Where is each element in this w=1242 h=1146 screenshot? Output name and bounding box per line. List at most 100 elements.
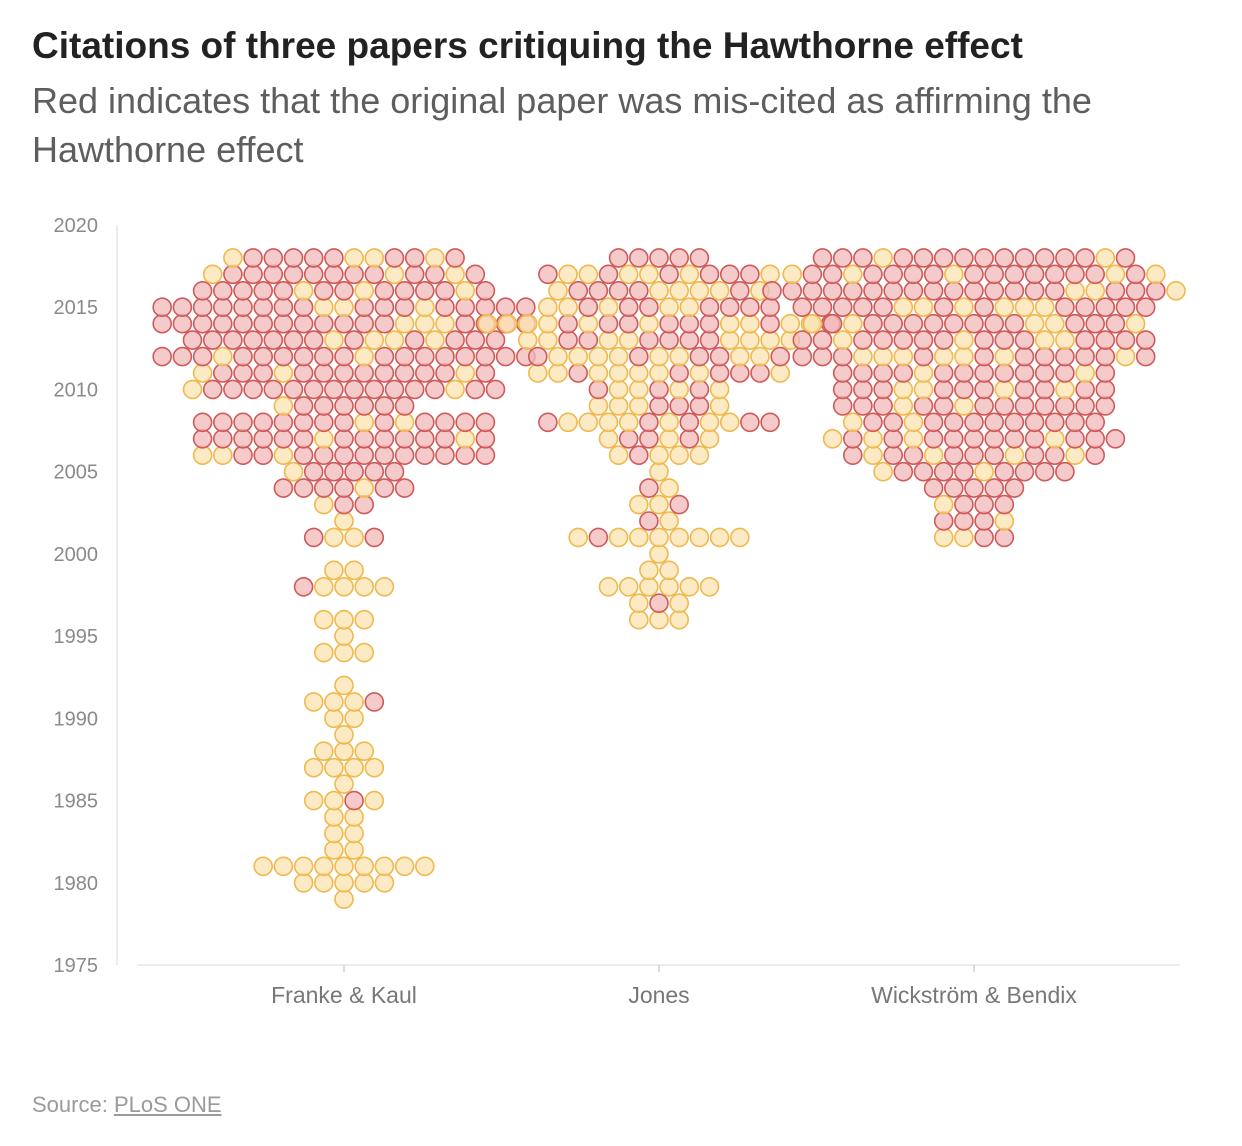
citation-dot: [863, 429, 883, 449]
citation-dot-miscited: [750, 363, 770, 383]
citation-dot: [538, 330, 558, 350]
citation-dot: [1045, 313, 1065, 334]
citation-dot-miscited: [313, 281, 334, 301]
citation-dot-miscited: [485, 379, 506, 400]
citation-dot: [943, 264, 964, 285]
citation-dot-miscited: [659, 330, 679, 350]
citation-dot-miscited: [883, 412, 904, 433]
citation-dot-miscited: [883, 281, 904, 301]
citation-dot-miscited: [152, 313, 172, 334]
citation-dot-miscited: [1014, 461, 1035, 482]
citation-dot-miscited: [984, 313, 1005, 334]
citation-dot-miscited: [923, 313, 944, 334]
citation-dot-miscited: [893, 461, 914, 482]
citation-dot: [1125, 313, 1146, 334]
citation-dot: [384, 330, 405, 350]
citation-dot-miscited: [1125, 264, 1146, 285]
citation-dot-miscited: [1075, 396, 1095, 416]
citation-dot-miscited: [1075, 297, 1095, 317]
citation-dot-miscited: [192, 297, 213, 317]
citation-dot: [709, 527, 730, 548]
source-link[interactable]: PLoS ONE: [113, 1092, 222, 1117]
citation-dot: [344, 823, 364, 844]
citation-dot-miscited: [293, 429, 314, 449]
citation-dot-miscited: [1095, 396, 1116, 416]
citation-dot-miscited: [455, 445, 476, 465]
citation-dot: [324, 757, 344, 778]
citation-dot-miscited: [313, 445, 334, 465]
citation-dot-miscited: [770, 346, 791, 367]
citation-dot: [354, 281, 375, 301]
citation-dot-miscited: [374, 281, 395, 301]
citation-dot-miscited: [618, 297, 639, 317]
citation-dot-miscited: [1135, 330, 1156, 350]
citation-dot: [578, 264, 599, 285]
citation-dot-miscited: [414, 429, 435, 449]
citation-dot-miscited: [394, 478, 415, 498]
citation-dot-miscited: [943, 429, 964, 449]
citation-dot-miscited: [913, 461, 934, 482]
citation-dot: [669, 281, 690, 301]
citation-dot: [324, 807, 344, 827]
citation-dot-miscited: [1034, 396, 1055, 416]
citation-dot-miscited: [303, 248, 324, 268]
citation-dot-miscited: [588, 379, 609, 400]
citation-dot-miscited: [913, 346, 934, 367]
citation-dot-miscited: [1055, 363, 1075, 383]
citation-dot-miscited: [659, 264, 679, 285]
citation-dot-miscited: [475, 445, 496, 465]
citation-dot-miscited: [475, 281, 496, 301]
citation-dot-miscited: [1034, 461, 1055, 482]
citation-dot-miscited: [465, 330, 486, 350]
citation-dot-miscited: [192, 412, 213, 433]
citation-dot-miscited: [558, 330, 578, 350]
citation-dot: [679, 264, 700, 285]
citation-dot-miscited: [649, 379, 669, 400]
citation-dot-miscited: [984, 445, 1005, 465]
citation-dot-miscited: [334, 494, 354, 515]
citation-dot: [313, 297, 334, 317]
citation-dot-miscited: [913, 248, 934, 268]
citation-dot: [1085, 281, 1105, 301]
citation-dot: [1115, 346, 1136, 367]
citation-dot: [213, 346, 233, 367]
citation-dot-miscited: [679, 412, 700, 433]
citation-dot-miscited: [303, 330, 324, 350]
citation-dot-miscited: [334, 478, 354, 498]
citation-dot: [253, 856, 274, 877]
citation-dot-miscited: [192, 429, 213, 449]
citation-dot-miscited: [719, 297, 740, 317]
citation-dot-miscited: [740, 412, 760, 433]
citation-dot: [994, 297, 1015, 317]
citation-dot-miscited: [598, 264, 619, 285]
citation-dot-miscited: [679, 313, 700, 334]
citation-dot-miscited: [1014, 330, 1035, 350]
citation-dot-miscited: [273, 297, 294, 317]
citation-dot-miscited: [883, 429, 904, 449]
citation-dot-miscited: [964, 412, 984, 433]
category-label: Jones: [628, 982, 689, 1008]
chart-subtitle: Red indicates that the original paper wa…: [32, 80, 1092, 170]
citation-dot-miscited: [639, 412, 659, 433]
citation-dot-miscited: [293, 396, 314, 416]
citation-dot: [354, 478, 375, 498]
citation-dot: [1034, 330, 1055, 350]
citation-dot-miscited: [984, 429, 1005, 449]
citation-dot-miscited: [729, 281, 750, 301]
citation-dot: [729, 346, 750, 367]
citation-dot-miscited: [527, 346, 548, 367]
citation-dot-miscited: [293, 412, 314, 433]
citation-dot: [334, 609, 354, 630]
citation-dot-miscited: [699, 313, 720, 334]
citation-dot-miscited: [832, 248, 853, 268]
citation-dot-miscited: [1045, 445, 1065, 465]
citation-dot-miscited: [994, 527, 1015, 548]
citation-dot-miscited: [394, 396, 415, 416]
citation-dot: [770, 363, 791, 383]
citation-dot-miscited: [1045, 264, 1065, 285]
citation-dot-miscited: [842, 281, 863, 301]
citation-dot-miscited: [1085, 445, 1105, 465]
citation-dot-miscited: [354, 429, 375, 449]
citation-dot-miscited: [334, 346, 354, 367]
citation-dot: [538, 297, 558, 317]
